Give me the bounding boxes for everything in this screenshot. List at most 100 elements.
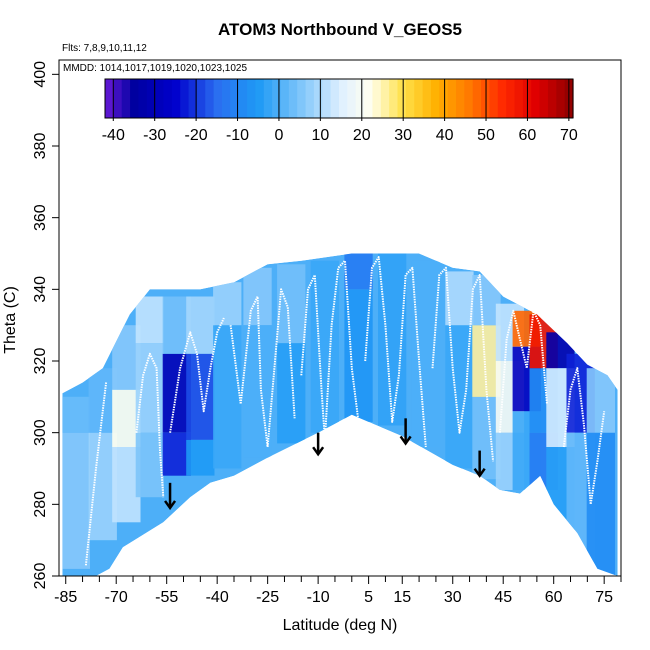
colorbar-segment (305, 79, 315, 118)
y-tick-label: 360 (32, 204, 49, 231)
arrow-head (399, 435, 412, 446)
colorbar-segment (556, 79, 566, 118)
x-tick-label: 5 (364, 589, 373, 606)
colorbar-segment (372, 79, 382, 118)
colorbar-segment (506, 79, 516, 118)
colorbar-tick-label: -30 (143, 127, 166, 144)
colorbar-tick-label: -10 (226, 127, 249, 144)
colorbar-segment (280, 79, 290, 118)
down-arrow (164, 482, 177, 511)
colorbar-tick-label: 30 (394, 127, 412, 144)
heatmap-field (62, 253, 618, 576)
dates-label: MMDD: 1014,1017,1019,1020,1023,1025 (63, 63, 247, 74)
colorbar-segment (389, 79, 399, 118)
plot-frame (58, 59, 622, 577)
y-tick-label: 260 (32, 563, 49, 590)
colorbar-tick-label: -20 (185, 127, 208, 144)
colorbar-tick-label: 70 (560, 127, 578, 144)
heatmap-cell (411, 260, 440, 447)
colorbar-tick-label: 0 (274, 127, 283, 144)
arrow-annotations (164, 418, 486, 511)
down-arrow (473, 450, 486, 478)
heatmap-cells (62, 253, 618, 576)
x-tick-label: 15 (393, 589, 411, 606)
colorbar-segment (272, 79, 282, 118)
colorbar-tick-label: 10 (311, 127, 329, 144)
arrow-head (473, 467, 486, 478)
x-tick-label: -85 (54, 589, 77, 606)
colorbar-segment (339, 79, 348, 118)
heatmap-cell (344, 253, 373, 290)
heatmap-cell (62, 396, 90, 433)
colorbar-segment (113, 79, 123, 118)
x-tick-label: -10 (307, 589, 330, 606)
colorbar-segment (456, 79, 465, 118)
colorbar-segment (397, 79, 407, 118)
colorbar-segment (355, 79, 365, 118)
flight-track (562, 367, 606, 506)
colorbar-segment (288, 79, 298, 118)
chart-title: ATOM3 Northbound V_GEOS5 (218, 20, 462, 39)
colorbar-segment (422, 79, 432, 118)
heatmap-cell (186, 296, 215, 354)
colorbar-segment (330, 79, 340, 118)
heatmap-cell (445, 271, 474, 326)
heatmap-cell (378, 253, 407, 426)
colorbar-segment (297, 79, 307, 118)
down-arrow (312, 432, 325, 457)
heatmap-cell (243, 267, 272, 326)
x-tick-label: 30 (444, 589, 462, 606)
heatmap-cell (88, 368, 117, 433)
colorbar-segment (222, 79, 231, 118)
y-tick-label: 400 (32, 61, 49, 88)
heatmap-cell (213, 325, 242, 469)
heatmap-cell (135, 296, 164, 344)
colorbar-segment (263, 79, 273, 118)
colorbar-segment (364, 79, 374, 118)
arrow-head (312, 446, 325, 457)
heatmap-cell (586, 432, 615, 576)
heatmap-cell (62, 432, 90, 569)
flight-track (84, 382, 108, 566)
colorbar-segment (464, 79, 474, 118)
colorbar-segment (313, 79, 323, 118)
colorbar-segment (514, 79, 524, 118)
flight-tracks (84, 256, 606, 566)
colorbar-segment (205, 79, 215, 118)
flight-track (169, 317, 225, 433)
y-axis: 260 280 300 320 340 360 380 400 (32, 61, 59, 589)
flight-track (229, 288, 296, 448)
colorbar-segment (146, 79, 156, 118)
x-tick-label: -55 (155, 589, 178, 606)
arrow-head (164, 500, 177, 511)
colorbar-segment (405, 79, 415, 118)
colorbar-segment (171, 79, 181, 118)
y-axis-label: Theta (C) (2, 286, 19, 354)
colorbar-segment (238, 79, 248, 118)
colorbar-segment (347, 79, 357, 118)
colorbar-segment (130, 79, 140, 118)
colorbar-segment (247, 79, 257, 118)
y-tick-label: 300 (32, 419, 49, 446)
colorbar-segment (230, 79, 240, 118)
flights-label: Flts: 7,8,9,10,11,12 (62, 43, 147, 54)
colorbar-segment (489, 79, 499, 118)
colorbar-segment (497, 79, 507, 118)
flight-track (300, 259, 360, 441)
heatmap-cell (213, 282, 242, 326)
x-tick-label: 45 (494, 589, 512, 606)
heatmap-cell (135, 432, 164, 498)
colorbar-tick-label: 50 (477, 127, 495, 144)
colorbar-segment (213, 79, 223, 118)
y-tick-label: 340 (32, 276, 49, 303)
colorbar-frame (104, 78, 574, 119)
x-tick-label: -40 (206, 589, 229, 606)
colorbar-segment (188, 79, 198, 118)
flight-track (431, 266, 495, 462)
colorbar-segment (163, 79, 173, 118)
heatmap-cell (586, 368, 615, 433)
heatmap-cell (186, 439, 215, 476)
x-tick-label: 75 (595, 589, 613, 606)
flight-track (364, 256, 427, 448)
colorbar-segment (196, 79, 206, 118)
